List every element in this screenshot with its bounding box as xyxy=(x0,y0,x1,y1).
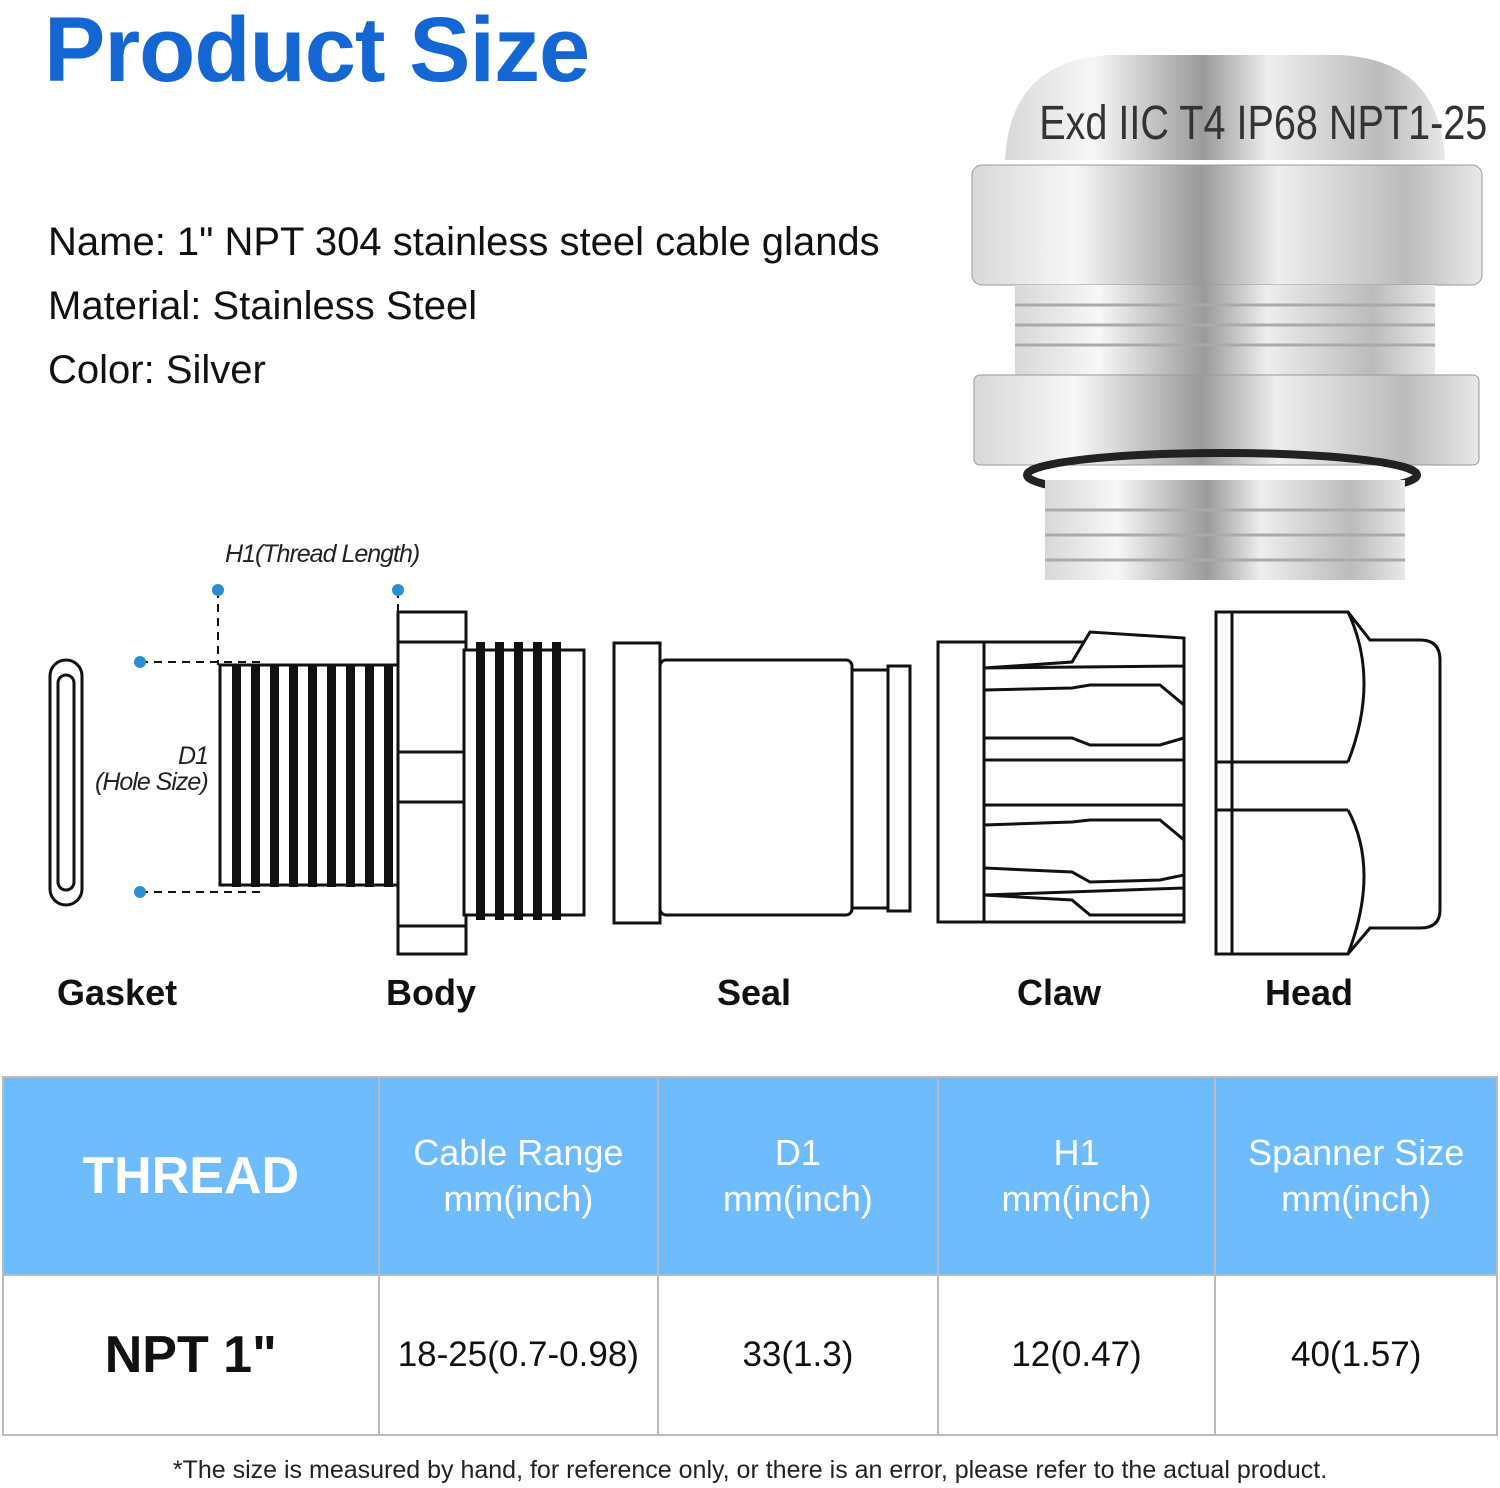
cell-cable-range: 18-25(0.7-0.98) xyxy=(377,1274,660,1436)
header-thread: THREAD xyxy=(2,1076,380,1276)
head-drawing xyxy=(1214,610,1442,956)
spec-material: Material: Stainless Steel xyxy=(48,284,478,328)
spec-table: THREAD Cable Range mm(inch) D1 mm(inch) H1… xyxy=(2,1076,1498,1436)
body-drawing xyxy=(218,610,586,956)
part-label-head: Head xyxy=(1265,972,1354,1013)
spec-name: Name: 1" NPT 304 stainless steel cable g… xyxy=(48,220,880,264)
d1-sublabel: (Hole Size) xyxy=(95,768,209,796)
disclaimer-note: *The size is measured by hand, for refer… xyxy=(172,1456,1328,1484)
header-cable-range: Cable Range mm(inch) xyxy=(377,1076,660,1276)
header-spanner-size: Spanner Size mm(inch) xyxy=(1214,1076,1498,1276)
table-header-row: THREAD Cable Range mm(inch) D1 mm(inch) H1… xyxy=(2,1076,1498,1276)
cell-d1: 33(1.3) xyxy=(657,1274,939,1436)
page-title: Product Size xyxy=(44,0,590,101)
header-d1: D1 mm(inch) xyxy=(657,1076,939,1276)
cell-spanner-size: 40(1.57) xyxy=(1214,1274,1498,1436)
spec-color: Color: Silver xyxy=(48,348,266,392)
d1-label: D1 xyxy=(178,742,209,770)
product-photo: Exd IIC T4 IP68 NPT1-25 SS3 xyxy=(971,55,1490,580)
claw-drawing xyxy=(936,630,1186,924)
cell-thread: NPT 1" xyxy=(2,1274,380,1436)
dimension-dots xyxy=(134,584,404,898)
part-label-seal: Seal xyxy=(717,972,792,1013)
seal-drawing xyxy=(612,641,912,925)
header-h1: H1 mm(inch) xyxy=(936,1076,1217,1276)
exploded-diagram xyxy=(48,584,1442,956)
table-row: NPT 1" 18-25(0.7-0.98) 33(1.3) 12(0.47) … xyxy=(2,1274,1498,1436)
gasket-drawing xyxy=(48,658,84,907)
h1-label: H1(Thread Length) xyxy=(225,540,420,568)
cell-h1: 12(0.47) xyxy=(936,1274,1217,1436)
part-label-gasket: Gasket xyxy=(57,972,178,1013)
product-marking: Exd IIC T4 IP68 NPT1-25 SS3 xyxy=(1039,96,1490,150)
part-label-body: Body xyxy=(386,972,476,1013)
part-label-claw: Claw xyxy=(1017,972,1102,1013)
